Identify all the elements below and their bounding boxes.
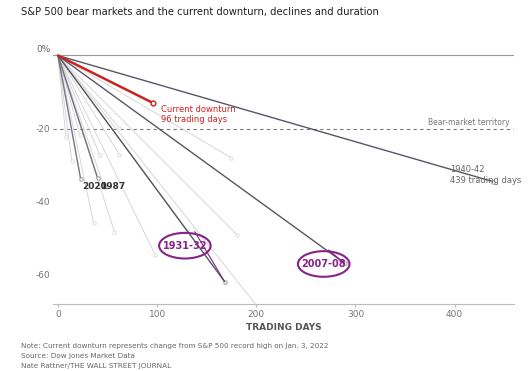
Text: 1987: 1987 [100, 182, 125, 191]
Text: 2007-08: 2007-08 [302, 259, 346, 269]
Text: 1931-32: 1931-32 [163, 241, 207, 251]
X-axis label: TRADING DAYS: TRADING DAYS [246, 323, 321, 332]
Text: 1940-42
439 trading days: 1940-42 439 trading days [449, 165, 521, 185]
Text: Bear-market territory: Bear-market territory [428, 118, 509, 127]
Text: Source: Dow Jones Market Data: Source: Dow Jones Market Data [21, 353, 135, 359]
Text: 0%: 0% [37, 45, 51, 55]
Text: 2020: 2020 [82, 182, 107, 191]
Text: S&P 500 bear markets and the current downturn, declines and duration: S&P 500 bear markets and the current dow… [21, 7, 379, 17]
Text: Nate Rattner/THE WALL STREET JOURNAL: Nate Rattner/THE WALL STREET JOURNAL [21, 363, 171, 369]
Text: Note: Current downturn represents change from S&P 500 record high on Jan. 3, 202: Note: Current downturn represents change… [21, 343, 329, 349]
Text: Current downturn
96 trading days: Current downturn 96 trading days [161, 105, 236, 124]
